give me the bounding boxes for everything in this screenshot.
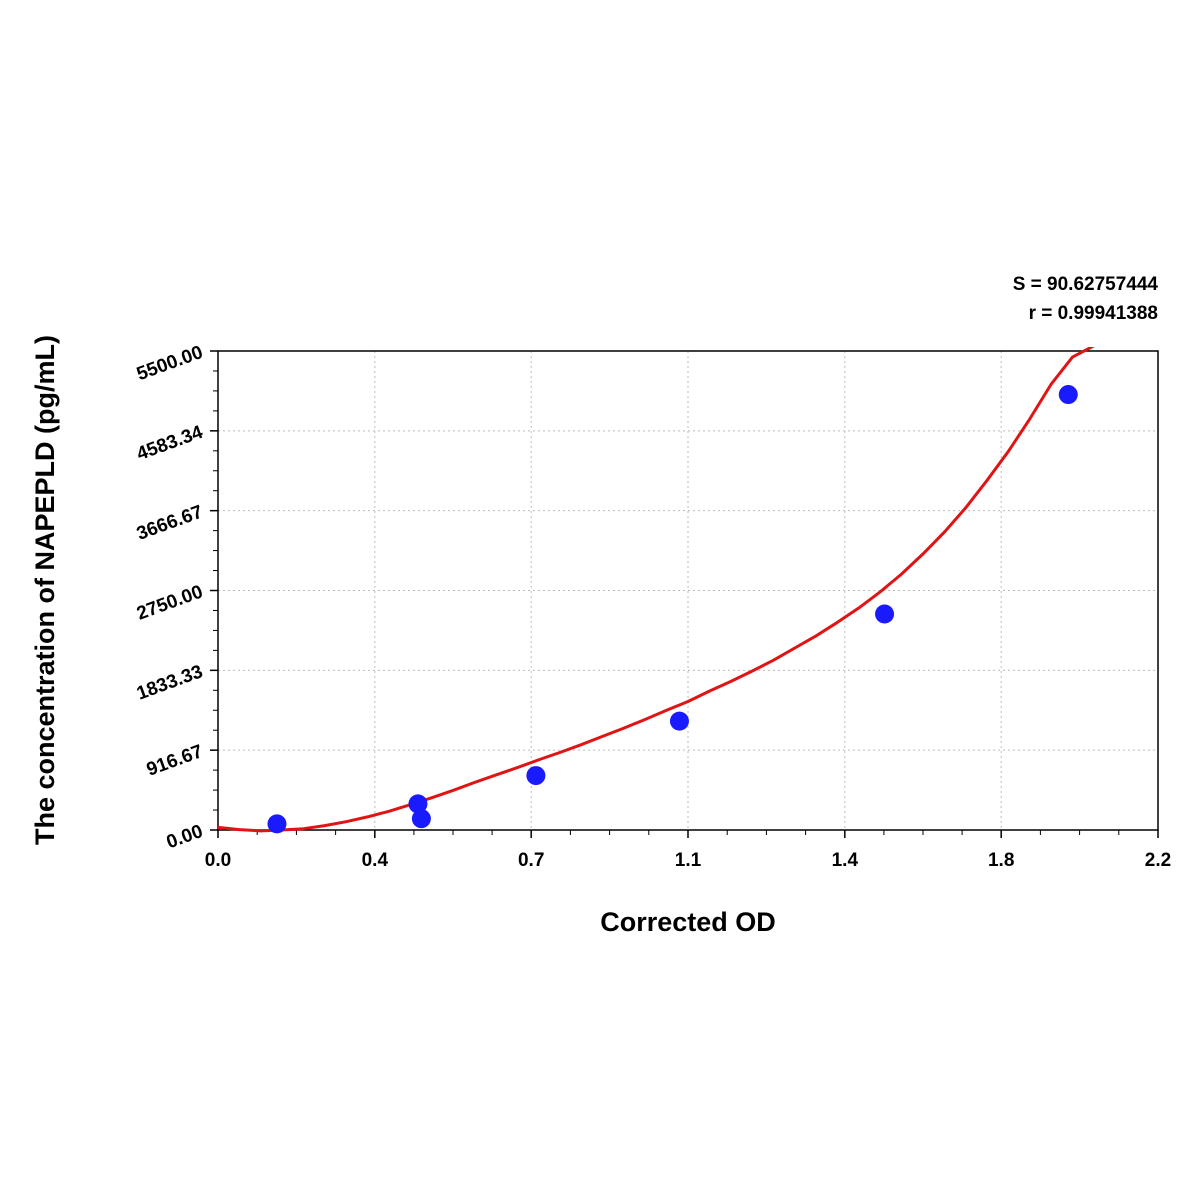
data-point [875,604,895,624]
data-point [267,814,287,834]
data-points-layer [267,385,1078,834]
fit-curve-layer [217,347,1095,833]
y-tick-label: 2750.00 [134,581,206,624]
data-point [669,711,689,731]
x-tick-label: 0.0 [205,850,231,871]
x-tick-label: 0.7 [518,850,544,871]
fit-s-statistic: S = 90.62757444 [1013,274,1159,295]
fit-r-statistic: r = 0.99941388 [1029,303,1158,324]
x-tick-label: 1.8 [988,850,1014,871]
x-tick-label: 1.1 [675,850,702,871]
data-point [1058,385,1078,405]
x-tick-label: 0.4 [362,850,389,871]
y-tick-label: 5500.00 [134,342,206,385]
y-tick-label: 916.67 [144,741,206,781]
y-axis: 0.00 916.67 1833.33 2750.00 3666.67 4583.34 55… [134,342,218,853]
x-tick-label: 1.4 [832,850,859,871]
x-axis: 0.0 0.4 0.7 1.1 1.4 1.8 2.2 [205,830,1171,871]
x-axis-label: Corrected OD [600,907,776,937]
data-point [526,766,546,786]
data-point [408,794,428,814]
y-tick-label: 3666.67 [134,502,206,545]
y-axis-label: The concentration of NAPEPLD (pg/mL) [30,335,60,845]
grid-lines [218,351,1158,830]
data-point [411,809,431,829]
fit-curve [217,347,1095,833]
y-tick-label: 4583.34 [134,422,206,465]
y-tick-label: 1833.33 [134,661,206,704]
x-tick-label: 2.2 [1145,850,1171,871]
y-tick-label: 0.00 [164,821,206,853]
